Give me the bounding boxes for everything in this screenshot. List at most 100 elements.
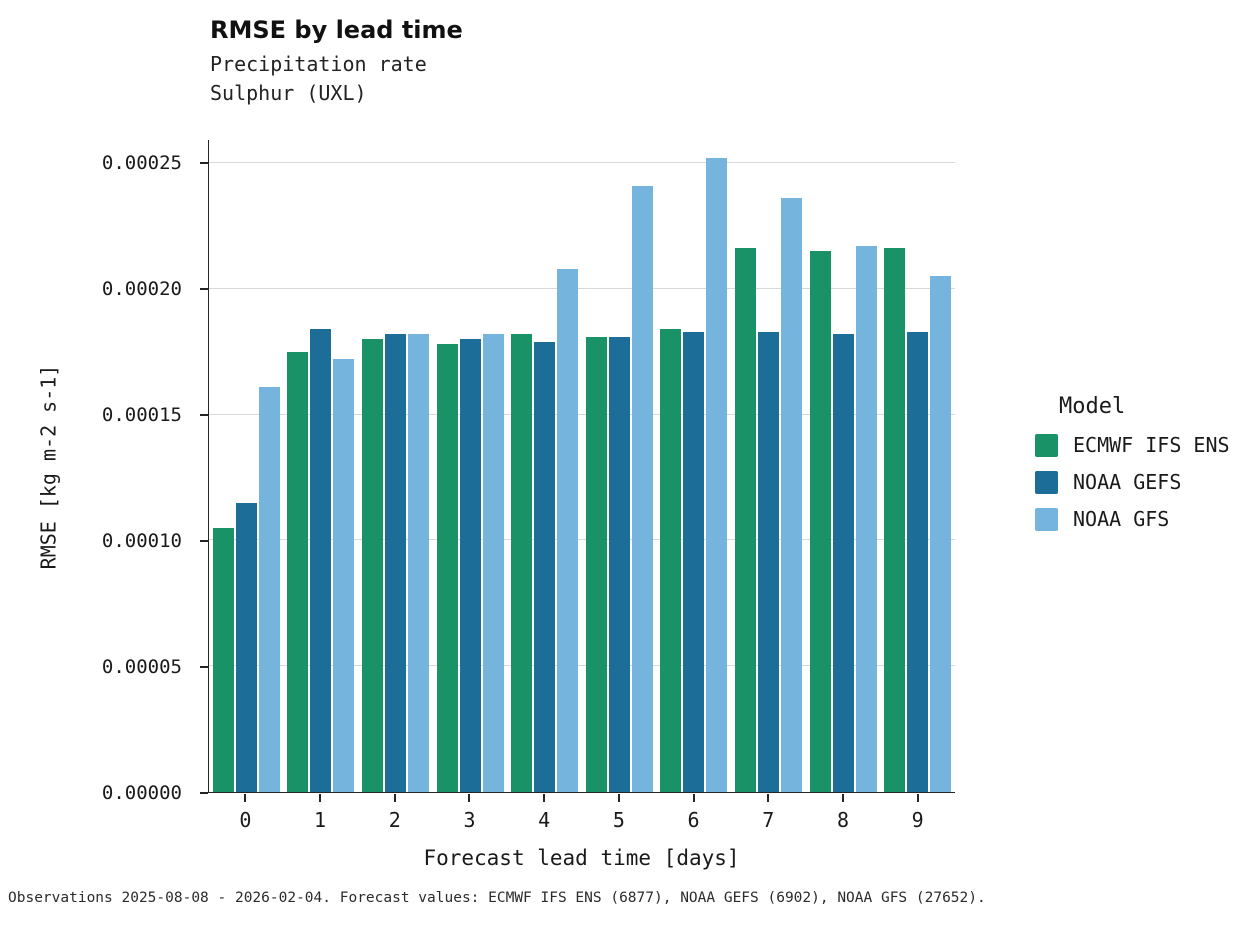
x-tick-cell: 7 (731, 794, 806, 832)
x-tick-mark (617, 794, 620, 802)
bar-group-day-2 (358, 140, 433, 792)
bar-ecmwf-ifs-ens (287, 351, 309, 792)
y-tick-mark (200, 413, 208, 416)
x-tick-mark (393, 794, 396, 802)
legend-entries: ECMWF IFS ENS NOAA GEFS NOAA GFS (1035, 433, 1230, 531)
legend: Model ECMWF IFS ENS NOAA GEFS NOAA GFS (1035, 394, 1230, 544)
bar-noaa-gefs (384, 334, 406, 792)
bar-noaa-gfs (631, 185, 653, 792)
bar-group-day-9 (880, 140, 955, 792)
legend-swatch-icon (1035, 433, 1058, 457)
bar-noaa-gefs (683, 331, 705, 792)
x-tick-cell: 0 (208, 794, 283, 832)
bar-ecmwf-ifs-ens (511, 334, 533, 792)
x-tick-mark (841, 794, 844, 802)
bar-noaa-gfs (930, 276, 952, 792)
x-tick-cell: 1 (283, 794, 358, 832)
bar-noaa-gefs (235, 502, 257, 792)
bar-noaa-gefs (459, 339, 481, 792)
plot-area (208, 140, 955, 793)
x-tick-label: 3 (463, 808, 476, 832)
gridline (209, 287, 955, 289)
bar-noaa-gfs (258, 386, 280, 792)
y-axis-ticks: 0.00000 0.00005 0.00010 0.00015 0.00020 0.000… (0, 140, 208, 804)
bar-group-day-1 (284, 140, 359, 792)
y-tick-label: 0.00015 (101, 403, 182, 426)
bar-ecmwf-ifs-ens (660, 328, 682, 792)
x-tick-cell: 3 (432, 794, 507, 832)
gridline (209, 539, 955, 541)
x-tick-label: 1 (314, 808, 327, 832)
legend-label: ECMWF IFS ENS (1073, 433, 1230, 457)
chart-subtitle-line-2: Sulphur (UXL) (210, 81, 367, 105)
x-axis-ticks: 0 1 2 3 4 5 6 7 8 9 (208, 794, 955, 832)
x-tick-label: 0 (239, 808, 252, 832)
y-tick-label: 0.00000 (101, 782, 182, 804)
x-tick-label: 5 (612, 808, 625, 832)
y-tick-label: 0.00020 (101, 277, 182, 300)
bar-group-day-8 (806, 140, 881, 792)
bar-noaa-gfs (706, 157, 728, 792)
x-tick-cell: 4 (507, 794, 582, 832)
legend-entry: ECMWF IFS ENS (1035, 433, 1230, 457)
x-tick-mark (692, 794, 695, 802)
y-tick-mark (200, 287, 208, 290)
legend-title: Model (1059, 394, 1126, 419)
chart-subtitle-line-1: Precipitation rate (210, 52, 427, 76)
bar-ecmwf-ifs-ens (585, 336, 607, 792)
x-tick-label: 6 (687, 808, 700, 832)
x-tick-label: 4 (538, 808, 551, 832)
gridline (209, 665, 955, 667)
x-tick-cell: 9 (880, 794, 955, 832)
chart-subtitle: Precipitation rate Sulphur (UXL) (210, 50, 463, 108)
y-tick-label: 0.00010 (101, 529, 182, 552)
bar-noaa-gefs (534, 341, 556, 792)
y-tick-mark (200, 792, 208, 794)
y-tick-mark (200, 666, 208, 668)
bar-ecmwf-ifs-ens (884, 248, 906, 792)
x-tick-mark (468, 794, 471, 802)
x-tick-mark (244, 794, 247, 802)
bar-group-day-7 (731, 140, 806, 792)
x-tick-mark (916, 794, 919, 802)
x-axis-title: Forecast lead time [days] (423, 846, 740, 870)
bar-noaa-gefs (907, 331, 929, 792)
legend-swatch-icon (1035, 470, 1058, 494)
x-tick-mark (319, 794, 322, 802)
x-tick-label: 8 (836, 808, 849, 832)
bar-group-day-4 (507, 140, 582, 792)
x-tick-cell: 6 (656, 794, 731, 832)
gridline (209, 413, 955, 415)
bars-row (209, 140, 955, 792)
y-tick-label: 0.00025 (101, 151, 182, 174)
bar-group-day-3 (433, 140, 508, 792)
legend-label: NOAA GFS (1073, 507, 1170, 531)
y-tick-label: 0.00005 (101, 656, 182, 678)
legend-label: NOAA GEFS (1073, 470, 1182, 494)
bar-ecmwf-ifs-ens (734, 248, 756, 792)
bar-group-day-6 (657, 140, 732, 792)
x-tick-label: 9 (911, 808, 924, 832)
bar-ecmwf-ifs-ens (361, 339, 383, 792)
y-tick-mark (200, 161, 208, 164)
x-tick-label: 7 (762, 808, 775, 832)
y-tick-mark (200, 539, 208, 542)
legend-swatch-icon (1035, 507, 1058, 531)
gridline (209, 161, 955, 163)
bar-group-day-0 (209, 140, 284, 792)
bar-ecmwf-ifs-ens (809, 250, 831, 792)
x-tick-mark (767, 794, 770, 802)
x-tick-mark (543, 794, 546, 802)
bar-group-day-5 (582, 140, 657, 792)
x-tick-cell: 2 (357, 794, 432, 832)
x-tick-cell: 8 (806, 794, 881, 832)
chart-title: RMSE by lead time (210, 16, 463, 44)
bar-noaa-gfs (333, 359, 355, 792)
bar-noaa-gfs (557, 268, 579, 792)
chart-header: RMSE by lead time Precipitation rate Sul… (210, 16, 463, 108)
bar-noaa-gefs (310, 328, 332, 792)
bar-noaa-gefs (757, 331, 779, 792)
bar-noaa-gfs (482, 334, 504, 792)
bar-noaa-gfs (407, 334, 429, 792)
bar-noaa-gfs (855, 245, 877, 792)
